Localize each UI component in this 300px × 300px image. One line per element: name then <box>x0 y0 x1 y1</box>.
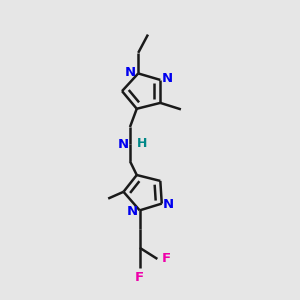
Text: F: F <box>135 271 144 284</box>
Text: H: H <box>137 137 148 150</box>
Text: N: N <box>125 66 136 79</box>
Text: N: N <box>127 205 138 218</box>
Text: N: N <box>118 138 129 151</box>
Text: F: F <box>162 252 171 266</box>
Text: N: N <box>161 72 172 85</box>
Text: N: N <box>163 198 174 211</box>
